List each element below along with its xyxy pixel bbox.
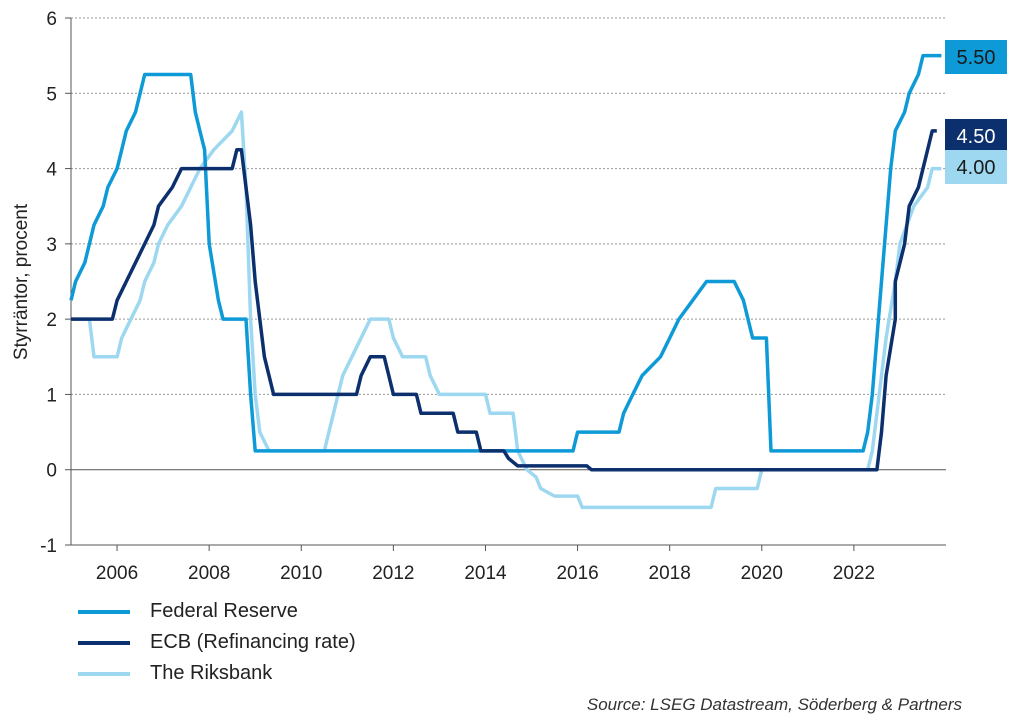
y-axis-title: Styrräntor, procent [11, 203, 32, 360]
end-label: 4.50 [945, 119, 1007, 153]
legend: Federal Reserve ECB (Refinancing rate) T… [78, 596, 356, 689]
end-label: 4.00 [945, 150, 1007, 184]
end-label-box [945, 119, 1007, 153]
y-tick-label: 2 [46, 310, 57, 331]
x-tick-label: 2018 [649, 563, 691, 584]
end-labels: 5.50 4.50 4.00 [945, 40, 1007, 184]
legend-label: Federal Reserve [150, 600, 298, 622]
end-label-box [945, 150, 1007, 184]
end-label-value: 4.50 [957, 126, 996, 148]
legend-item-riksbank: The Riksbank [78, 658, 356, 689]
series-line [69, 53, 942, 453]
series-lines [69, 53, 942, 510]
x-tick-label: 2006 [96, 563, 138, 584]
gridlines [71, 17, 946, 395]
x-tick-label: 2014 [464, 563, 507, 584]
series-line [71, 110, 942, 510]
y-tick-label: 4 [46, 160, 57, 181]
legend-swatch [78, 609, 130, 614]
end-label-value: 4.00 [957, 157, 996, 179]
y-tick-label: 6 [46, 9, 57, 30]
legend-swatch [78, 671, 130, 676]
series-line [71, 129, 937, 472]
x-tick-label: 2022 [833, 563, 875, 584]
y-tick-label: 3 [46, 235, 57, 256]
legend-item-ecb: ECB (Refinancing rate) [78, 627, 356, 658]
y-tick-label: -1 [40, 536, 57, 557]
legend-item-federal-reserve: Federal Reserve [78, 596, 356, 627]
y-tick-label: 5 [46, 84, 57, 105]
x-tick-label: 2016 [556, 563, 598, 584]
y-tick-label: 0 [46, 461, 57, 482]
y-tick-labels: -1 0 1 2 3 4 5 6 [40, 9, 57, 557]
legend-label: ECB (Refinancing rate) [150, 631, 356, 653]
x-tick-label: 2020 [741, 563, 783, 584]
end-label-value: 5.50 [957, 47, 996, 69]
end-label-box [945, 40, 1007, 74]
source-note: Source: LSEG Datastream, Söderberg & Par… [586, 695, 962, 714]
x-tick-label: 2010 [280, 563, 322, 584]
end-label: 5.50 [945, 40, 1007, 74]
legend-swatch [78, 640, 130, 645]
y-tick-label: 1 [46, 385, 57, 406]
x-tick-labels: 2006 2008 2010 2012 2014 2016 2018 2020 2022 [96, 563, 875, 584]
x-tick-label: 2008 [188, 563, 230, 584]
x-tick-label: 2012 [372, 563, 414, 584]
legend-label: The Riksbank [150, 662, 273, 684]
